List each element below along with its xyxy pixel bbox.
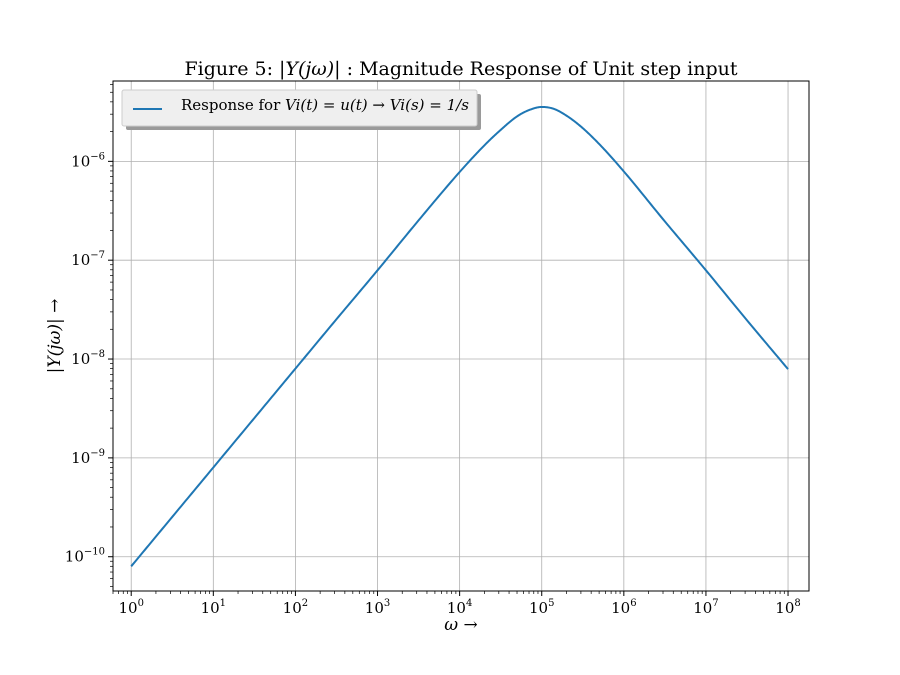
x-tick-label: 107 (693, 598, 718, 617)
x-tick-label-exp: 6 (630, 598, 636, 609)
x-tick-label-exp: 5 (548, 598, 554, 609)
series-line (130, 105, 789, 567)
axes-frame (112, 80, 810, 592)
x-tick-label-base: 10 (529, 599, 548, 617)
x-axis-ticks: 100 101 102 103 104 105 106 107 108 (112, 591, 801, 617)
y-tick-label: 10−7 (71, 250, 105, 269)
chart-title: Figure 5: |Y(jω)| : Magnitude Response o… (184, 58, 737, 80)
chart-title-suffix: : Magnitude Response of Unit step input (341, 58, 738, 80)
x-tick-label: 108 (775, 598, 800, 617)
x-tick-label-base: 10 (118, 599, 137, 617)
x-tick-label-base: 10 (283, 599, 302, 617)
y-tick-label-base: 10 (71, 251, 90, 269)
x-tick-label-exp: 0 (138, 598, 144, 609)
x-tick-label: 102 (283, 598, 308, 617)
x-tick-label-exp: 4 (466, 598, 472, 609)
x-tick-label-base: 10 (775, 599, 794, 617)
grid-lines (113, 81, 809, 591)
x-tick-label-base: 10 (693, 599, 712, 617)
x-axis-label: ω → (444, 615, 478, 635)
x-tick-label-exp: 7 (712, 598, 718, 609)
y-tick-label: 10−6 (71, 151, 105, 170)
x-tick-label: 105 (529, 598, 554, 617)
legend-label: Response for Vi(t) = u(t) → Vi(s) = 1/s (181, 96, 469, 114)
legend-box (121, 89, 478, 127)
legend: Response for Vi(t) = u(t) → Vi(s) = 1/s (121, 89, 481, 130)
legend-label-math: Vi(t) = u(t) → Vi(s) = 1/s (285, 96, 469, 114)
plot-area (130, 105, 789, 567)
x-tick-label: 103 (365, 598, 390, 617)
y-tick-label-base: 10 (65, 548, 84, 566)
y-tick-label: 10−8 (71, 349, 105, 368)
y-tick-label-exp: −10 (84, 547, 105, 558)
chart-title-prefix: Figure 5: (184, 58, 279, 80)
y-axis-label: |Y(jω)| → (45, 299, 65, 374)
x-tick-label: 104 (447, 598, 472, 617)
x-tick-label-base: 10 (611, 599, 630, 617)
x-tick-label: 106 (611, 598, 636, 617)
x-tick-label: 100 (118, 598, 143, 617)
x-tick-label-base: 10 (447, 599, 466, 617)
chart-title-math: |Y(jω)| (279, 58, 341, 80)
y-tick-label-base: 10 (71, 350, 90, 368)
x-tick-label-base: 10 (365, 599, 384, 617)
legend-label-prefix: Response for (181, 96, 285, 114)
y-tick-label-exp: −6 (90, 151, 105, 162)
x-tick-label-exp: 2 (302, 598, 308, 609)
y-tick-label: 10−10 (65, 547, 105, 566)
y-tick-label: 10−9 (71, 448, 105, 467)
x-tick-label: 101 (201, 598, 226, 617)
y-tick-label-base: 10 (71, 449, 90, 467)
y-tick-label-exp: −7 (90, 250, 105, 261)
x-tick-label-base: 10 (201, 599, 220, 617)
x-tick-label-exp: 1 (220, 598, 226, 609)
y-tick-label-base: 10 (71, 152, 90, 170)
x-tick-label-exp: 8 (794, 598, 800, 609)
x-tick-label-exp: 3 (384, 598, 390, 609)
y-tick-label-exp: −9 (90, 448, 105, 459)
y-tick-label-exp: −8 (90, 349, 105, 360)
